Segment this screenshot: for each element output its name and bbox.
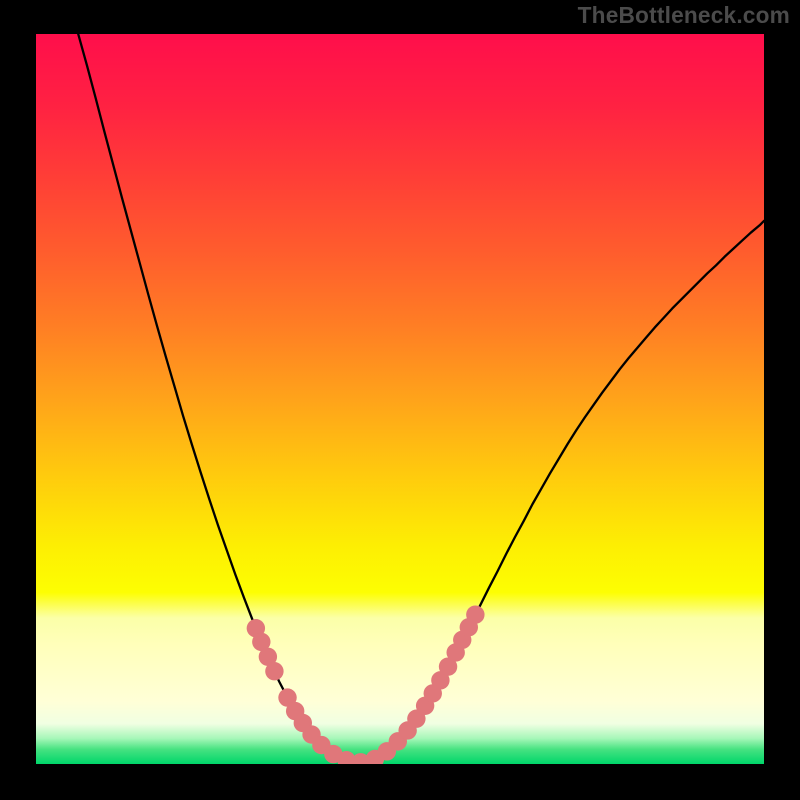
gradient-background <box>36 34 764 764</box>
chart-svg <box>0 0 800 800</box>
marker-dot <box>265 662 283 680</box>
chart-stage: TheBottleneck.com <box>0 0 800 800</box>
watermark-text: TheBottleneck.com <box>578 2 790 29</box>
marker-dot <box>466 605 484 623</box>
